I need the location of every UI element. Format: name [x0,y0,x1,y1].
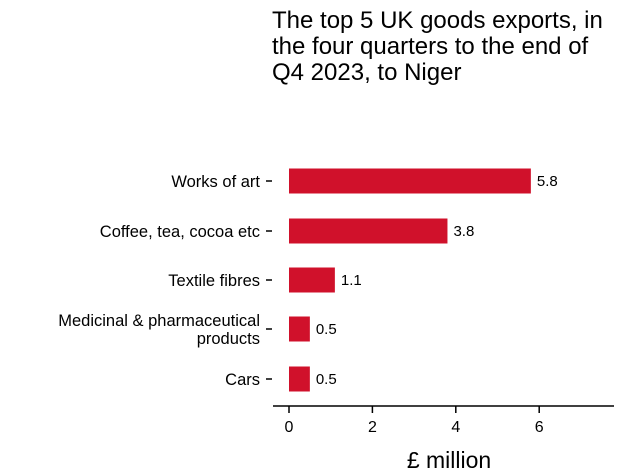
bar [289,366,310,392]
bars-group [289,168,531,392]
bar [289,168,531,194]
x-axis: 0 2 4 6 [273,405,614,436]
x-tick-label: 4 [451,419,460,436]
value-labels-group: 5.8 3.8 1.1 0.5 0.5 [316,173,558,388]
x-tick-label: 6 [535,419,544,436]
x-tick-label: 2 [368,419,377,436]
category-label: Medicinal & pharmaceutical [58,312,260,330]
x-tick-label: 0 [285,419,294,436]
category-label: products [197,330,260,348]
bar-value-label: 3.8 [453,223,474,240]
bar-value-label: 0.5 [316,371,337,388]
bar-value-label: 1.1 [341,272,362,289]
category-labels-group: Works of art Coffee, tea, cocoa etc Textil… [58,173,272,389]
category-label: Textile fibres [168,272,260,290]
category-label: Works of art [171,173,260,191]
category-label: Cars [225,371,260,389]
bar [289,218,448,244]
x-axis-title: £ million [407,447,491,472]
bar-value-label: 0.5 [316,321,337,338]
category-label: Coffee, tea, cocoa etc [100,223,260,241]
bar [289,267,335,293]
chart-title: The top 5 UK goods exports, in the four … [272,7,603,86]
bar [289,316,310,342]
bar-value-label: 5.8 [537,173,558,190]
